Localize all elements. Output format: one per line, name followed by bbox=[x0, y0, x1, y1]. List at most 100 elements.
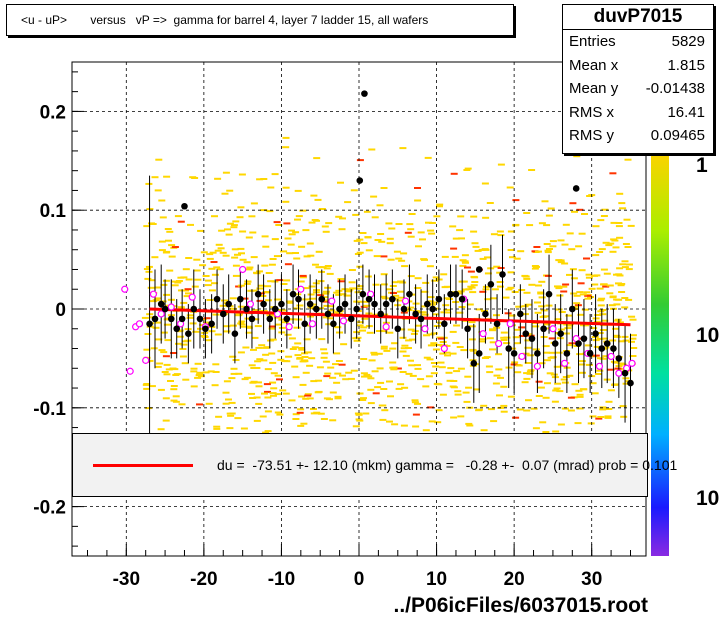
profile-marker bbox=[151, 315, 159, 323]
histogram-bin bbox=[534, 311, 542, 314]
histogram-bin bbox=[189, 322, 197, 325]
histogram-bin bbox=[453, 324, 461, 327]
histogram-bin bbox=[579, 293, 587, 296]
histogram-bin bbox=[589, 382, 597, 385]
histogram-bin bbox=[422, 385, 430, 388]
histogram-bin bbox=[307, 293, 315, 296]
histogram-bin bbox=[532, 325, 540, 328]
histogram-bin bbox=[441, 286, 449, 289]
histogram-bin bbox=[361, 300, 369, 303]
histogram-bin bbox=[170, 385, 178, 387]
histogram-bin bbox=[293, 307, 301, 310]
histogram-bin bbox=[496, 394, 503, 397]
histogram-bin bbox=[171, 284, 179, 287]
histogram-bin bbox=[465, 386, 473, 389]
histogram-bin bbox=[340, 343, 348, 346]
histogram-bin bbox=[200, 334, 208, 337]
profile-marker bbox=[377, 310, 385, 318]
histogram-bin bbox=[379, 418, 387, 421]
histogram-bin bbox=[544, 274, 552, 277]
profile-marker bbox=[318, 295, 326, 303]
profile-marker bbox=[412, 310, 419, 318]
histogram-bin bbox=[607, 368, 615, 371]
histogram-bin bbox=[595, 417, 603, 420]
histogram-bin bbox=[616, 321, 624, 324]
histogram-bin bbox=[372, 392, 380, 395]
histogram-bin bbox=[443, 308, 451, 311]
histogram-bin bbox=[302, 287, 310, 290]
histogram-bin bbox=[277, 350, 285, 353]
histogram-bin bbox=[226, 427, 234, 430]
histogram-bin bbox=[395, 223, 403, 225]
histogram-bin bbox=[456, 311, 464, 314]
histogram-bin bbox=[156, 362, 164, 365]
histogram-bin bbox=[395, 257, 403, 260]
histogram-bin bbox=[589, 415, 597, 418]
histogram-bin bbox=[302, 371, 310, 374]
histogram-bin bbox=[428, 232, 436, 235]
profile-marker bbox=[435, 295, 443, 303]
histogram-bin bbox=[326, 317, 334, 320]
histogram-bin bbox=[617, 362, 625, 365]
histogram-bin bbox=[307, 254, 315, 257]
histogram-bin bbox=[253, 419, 261, 422]
histogram-bin bbox=[614, 367, 622, 370]
histogram-bin bbox=[478, 340, 486, 343]
histogram-bin bbox=[313, 411, 321, 414]
histogram-bin bbox=[576, 393, 584, 396]
histogram-bin bbox=[407, 275, 415, 278]
histogram-bin bbox=[518, 289, 526, 291]
histogram-bin bbox=[489, 328, 497, 331]
histogram-bin bbox=[407, 306, 415, 309]
histogram-bin bbox=[168, 244, 176, 247]
histogram-bin bbox=[578, 269, 586, 272]
profile-marker bbox=[213, 295, 221, 303]
histogram-bin bbox=[315, 266, 323, 269]
histogram-bin bbox=[310, 303, 318, 306]
histogram-bin bbox=[400, 347, 408, 350]
profile-marker bbox=[551, 340, 559, 347]
histogram-bin bbox=[380, 187, 388, 189]
histogram-bin bbox=[431, 301, 439, 304]
histogram-bin bbox=[318, 338, 326, 341]
histogram-bin bbox=[281, 321, 289, 324]
histogram-bin bbox=[407, 359, 414, 362]
histogram-bin bbox=[234, 253, 241, 256]
histogram-bin bbox=[463, 169, 471, 171]
histogram-bin bbox=[598, 297, 606, 300]
histogram-bin bbox=[298, 348, 306, 351]
x-tick-label: 20 bbox=[504, 569, 525, 590]
histogram-bin bbox=[165, 239, 172, 242]
histogram-bin bbox=[599, 309, 607, 311]
histogram-bin bbox=[495, 353, 502, 356]
histogram-bin bbox=[449, 225, 457, 228]
histogram-bin bbox=[209, 251, 217, 254]
histogram-bin bbox=[538, 222, 546, 225]
histogram-bin bbox=[502, 296, 510, 299]
histogram-bin bbox=[424, 156, 432, 159]
histogram-bin bbox=[437, 337, 445, 340]
histogram-bin bbox=[575, 245, 583, 248]
histogram-bin bbox=[427, 300, 435, 303]
histogram-bin bbox=[390, 292, 397, 294]
histogram-bin bbox=[442, 304, 450, 307]
histogram-bin bbox=[599, 408, 607, 411]
histogram-bin bbox=[391, 342, 399, 345]
histogram-bin bbox=[267, 339, 275, 342]
histogram-bin bbox=[276, 413, 284, 416]
histogram-bin bbox=[234, 417, 242, 420]
histogram-bin bbox=[547, 207, 555, 210]
histogram-bin bbox=[557, 261, 565, 264]
histogram-bin bbox=[600, 283, 607, 286]
histogram-bin bbox=[480, 404, 488, 407]
open-marker bbox=[188, 293, 196, 301]
histogram-bin bbox=[219, 251, 227, 254]
histogram-bin bbox=[238, 320, 246, 323]
histogram-bin bbox=[260, 359, 268, 362]
histogram-bin bbox=[370, 351, 378, 354]
histogram-bin bbox=[607, 242, 615, 245]
histogram-bin bbox=[294, 189, 302, 192]
histogram-bin bbox=[511, 291, 519, 293]
histogram-bin bbox=[438, 366, 446, 369]
histogram-bin bbox=[606, 292, 614, 295]
